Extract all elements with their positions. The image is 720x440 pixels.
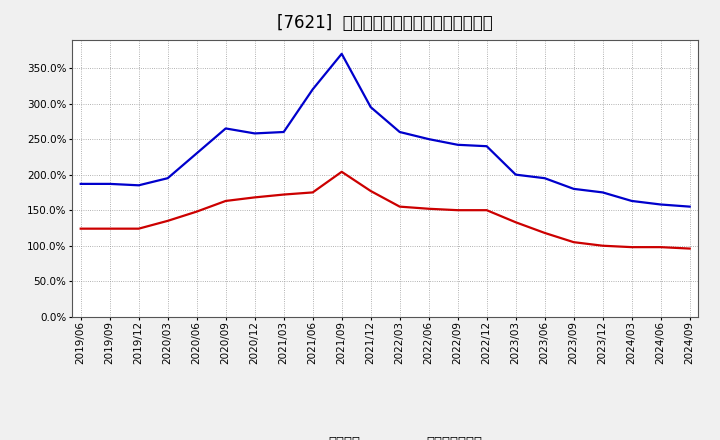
Legend: 固定比率, 固定長期適合率: 固定比率, 固定長期適合率 xyxy=(283,431,487,440)
Title: [7621]  固定比率、固定長期適合率の推移: [7621] 固定比率、固定長期適合率の推移 xyxy=(277,15,493,33)
